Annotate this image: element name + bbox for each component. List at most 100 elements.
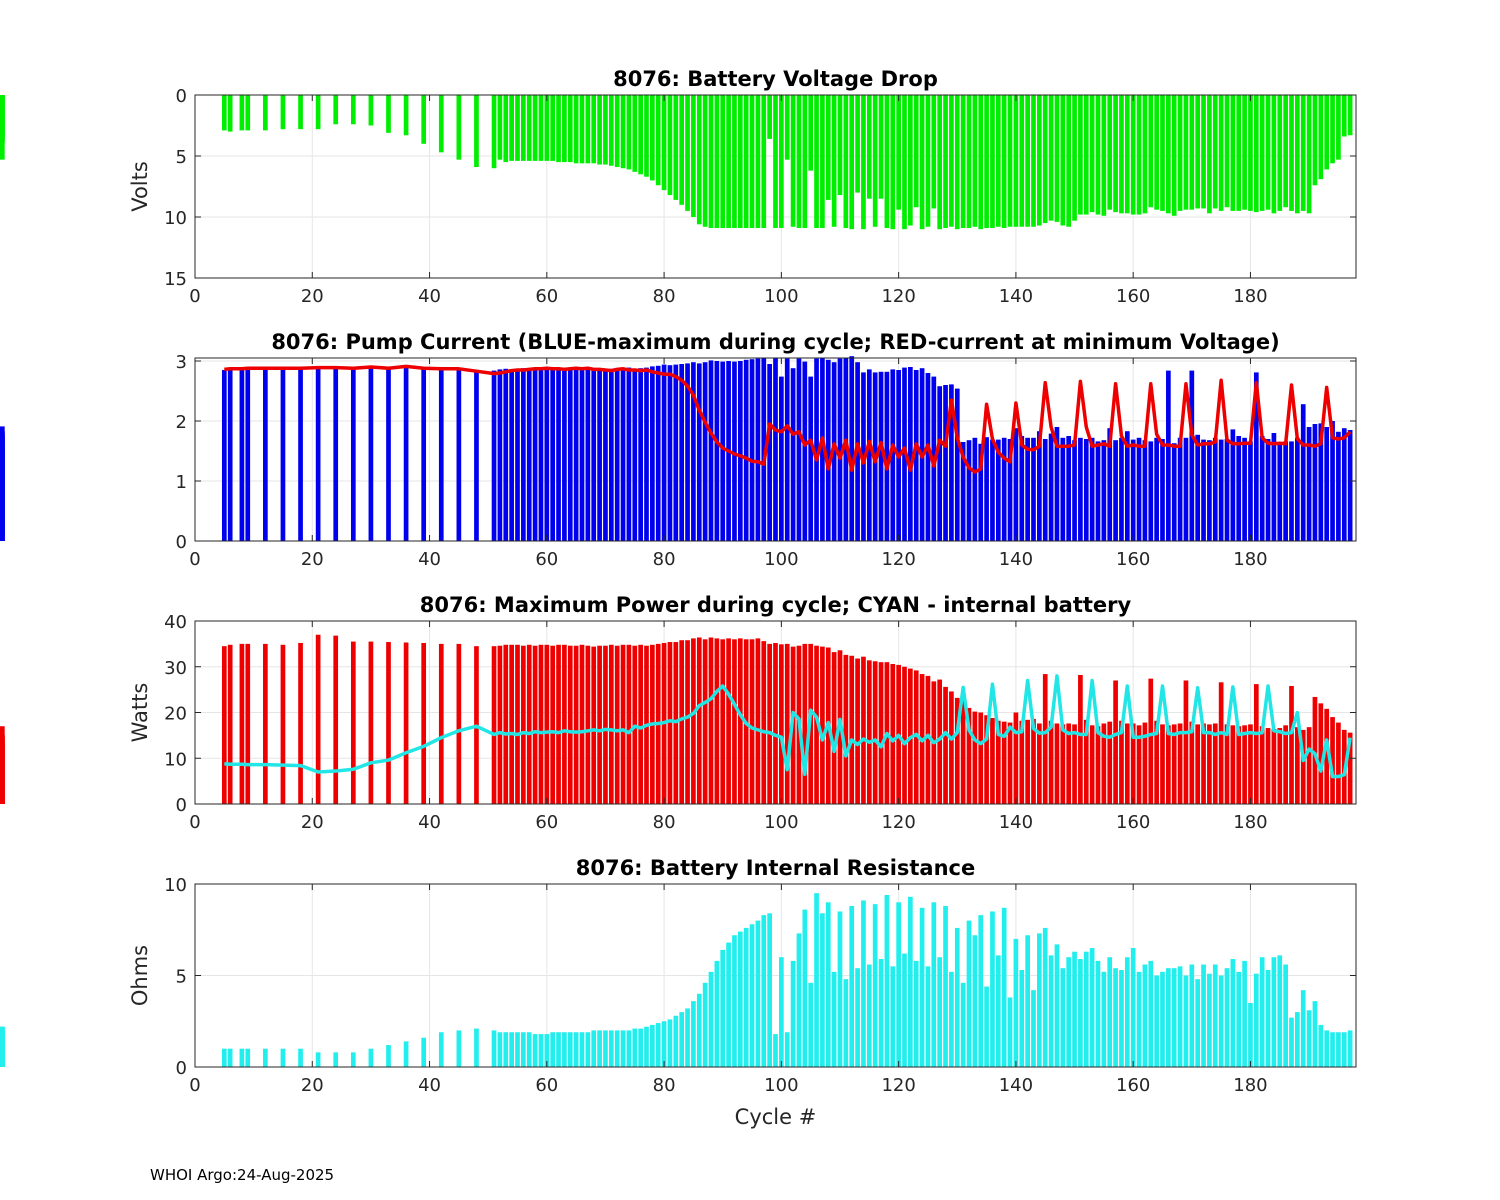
bar: [1177, 95, 1183, 211]
bar: [1101, 723, 1107, 804]
bar: [861, 900, 866, 1067]
bar: [1212, 723, 1218, 804]
bar: [239, 369, 245, 541]
bar: [708, 95, 714, 228]
bar: [978, 443, 984, 541]
bar: [1259, 726, 1265, 804]
bar: [567, 1032, 573, 1067]
bar: [1242, 960, 1247, 1067]
bar: [820, 358, 825, 541]
bar: [333, 1052, 339, 1067]
bar: [1195, 95, 1201, 209]
bar: [673, 95, 679, 200]
bar: [1160, 95, 1165, 211]
bar: [1066, 957, 1072, 1067]
bar: [655, 95, 661, 186]
bar: [749, 639, 755, 804]
bar: [737, 638, 743, 804]
bar: [597, 368, 602, 541]
bar: [1248, 441, 1253, 541]
bar: [784, 95, 790, 160]
bar: [937, 95, 943, 230]
bar: [1230, 959, 1236, 1067]
bar: [227, 370, 233, 541]
bar: [1136, 437, 1142, 541]
bar: [1119, 437, 1124, 541]
bar: [814, 893, 819, 1067]
bar: [227, 95, 233, 132]
bar: [708, 360, 714, 541]
bar: [1289, 441, 1294, 541]
bar: [1060, 95, 1066, 226]
bar: [761, 915, 767, 1067]
bar: [1295, 95, 1300, 214]
bar: [438, 368, 444, 541]
bar: [503, 644, 509, 804]
bar: [802, 95, 808, 228]
bar: [890, 95, 896, 230]
bar: [773, 642, 778, 804]
bar: [456, 643, 462, 805]
bar: [1289, 685, 1294, 804]
bar: [567, 95, 573, 163]
x-tick-label: 60: [535, 549, 558, 570]
y-tick-label: 5: [176, 967, 187, 988]
bar: [280, 95, 286, 130]
bar: [350, 368, 356, 541]
bar: [1031, 718, 1036, 804]
bar: [667, 365, 673, 541]
bar: [908, 95, 913, 226]
bar: [579, 368, 585, 541]
bar: [825, 359, 831, 541]
bar: [837, 911, 843, 1067]
bar: [655, 365, 661, 541]
bar: [1037, 431, 1042, 541]
bar: [1148, 441, 1154, 541]
bar: [1300, 990, 1306, 1067]
bar: [1177, 437, 1183, 541]
bar: [638, 644, 643, 804]
bar: [1248, 95, 1253, 211]
bar: [661, 95, 667, 191]
bar: [1295, 1012, 1300, 1067]
x-tick-label: 60: [535, 286, 558, 307]
bar: [227, 1048, 233, 1067]
bar: [1142, 95, 1148, 214]
bar: [526, 644, 532, 804]
bar: [802, 909, 808, 1067]
bar: [1295, 437, 1300, 541]
bar: [1324, 427, 1330, 541]
bar: [943, 385, 948, 541]
bar: [1142, 964, 1148, 1067]
y-tick-label: 40: [164, 612, 187, 633]
bar: [1078, 95, 1083, 215]
bar: [720, 639, 726, 804]
bar: [491, 1030, 497, 1067]
bar: [737, 95, 743, 228]
bar: [421, 642, 427, 804]
x-tick-label: 80: [653, 549, 676, 570]
bar: [1042, 439, 1048, 541]
bar: [597, 645, 602, 804]
bar: [872, 95, 878, 227]
bar: [1207, 440, 1212, 541]
bar: [1259, 436, 1265, 541]
bar: [702, 639, 708, 804]
bar: [491, 646, 497, 804]
bar: [368, 367, 374, 541]
bar: [1089, 95, 1095, 213]
y-tick-label: 10: [164, 208, 187, 229]
x-tick-label: 80: [653, 1075, 676, 1096]
bar: [1236, 971, 1242, 1067]
bar: [1001, 437, 1007, 541]
x-tick-label: 180: [1233, 1075, 1267, 1096]
bar: [679, 364, 685, 541]
bar: [960, 982, 966, 1067]
bar: [503, 95, 509, 163]
bar: [1289, 1017, 1294, 1067]
bar: [714, 361, 720, 541]
bar: [1312, 696, 1318, 804]
bar: [333, 367, 339, 541]
bar: [1336, 722, 1341, 804]
bar: [696, 95, 702, 225]
